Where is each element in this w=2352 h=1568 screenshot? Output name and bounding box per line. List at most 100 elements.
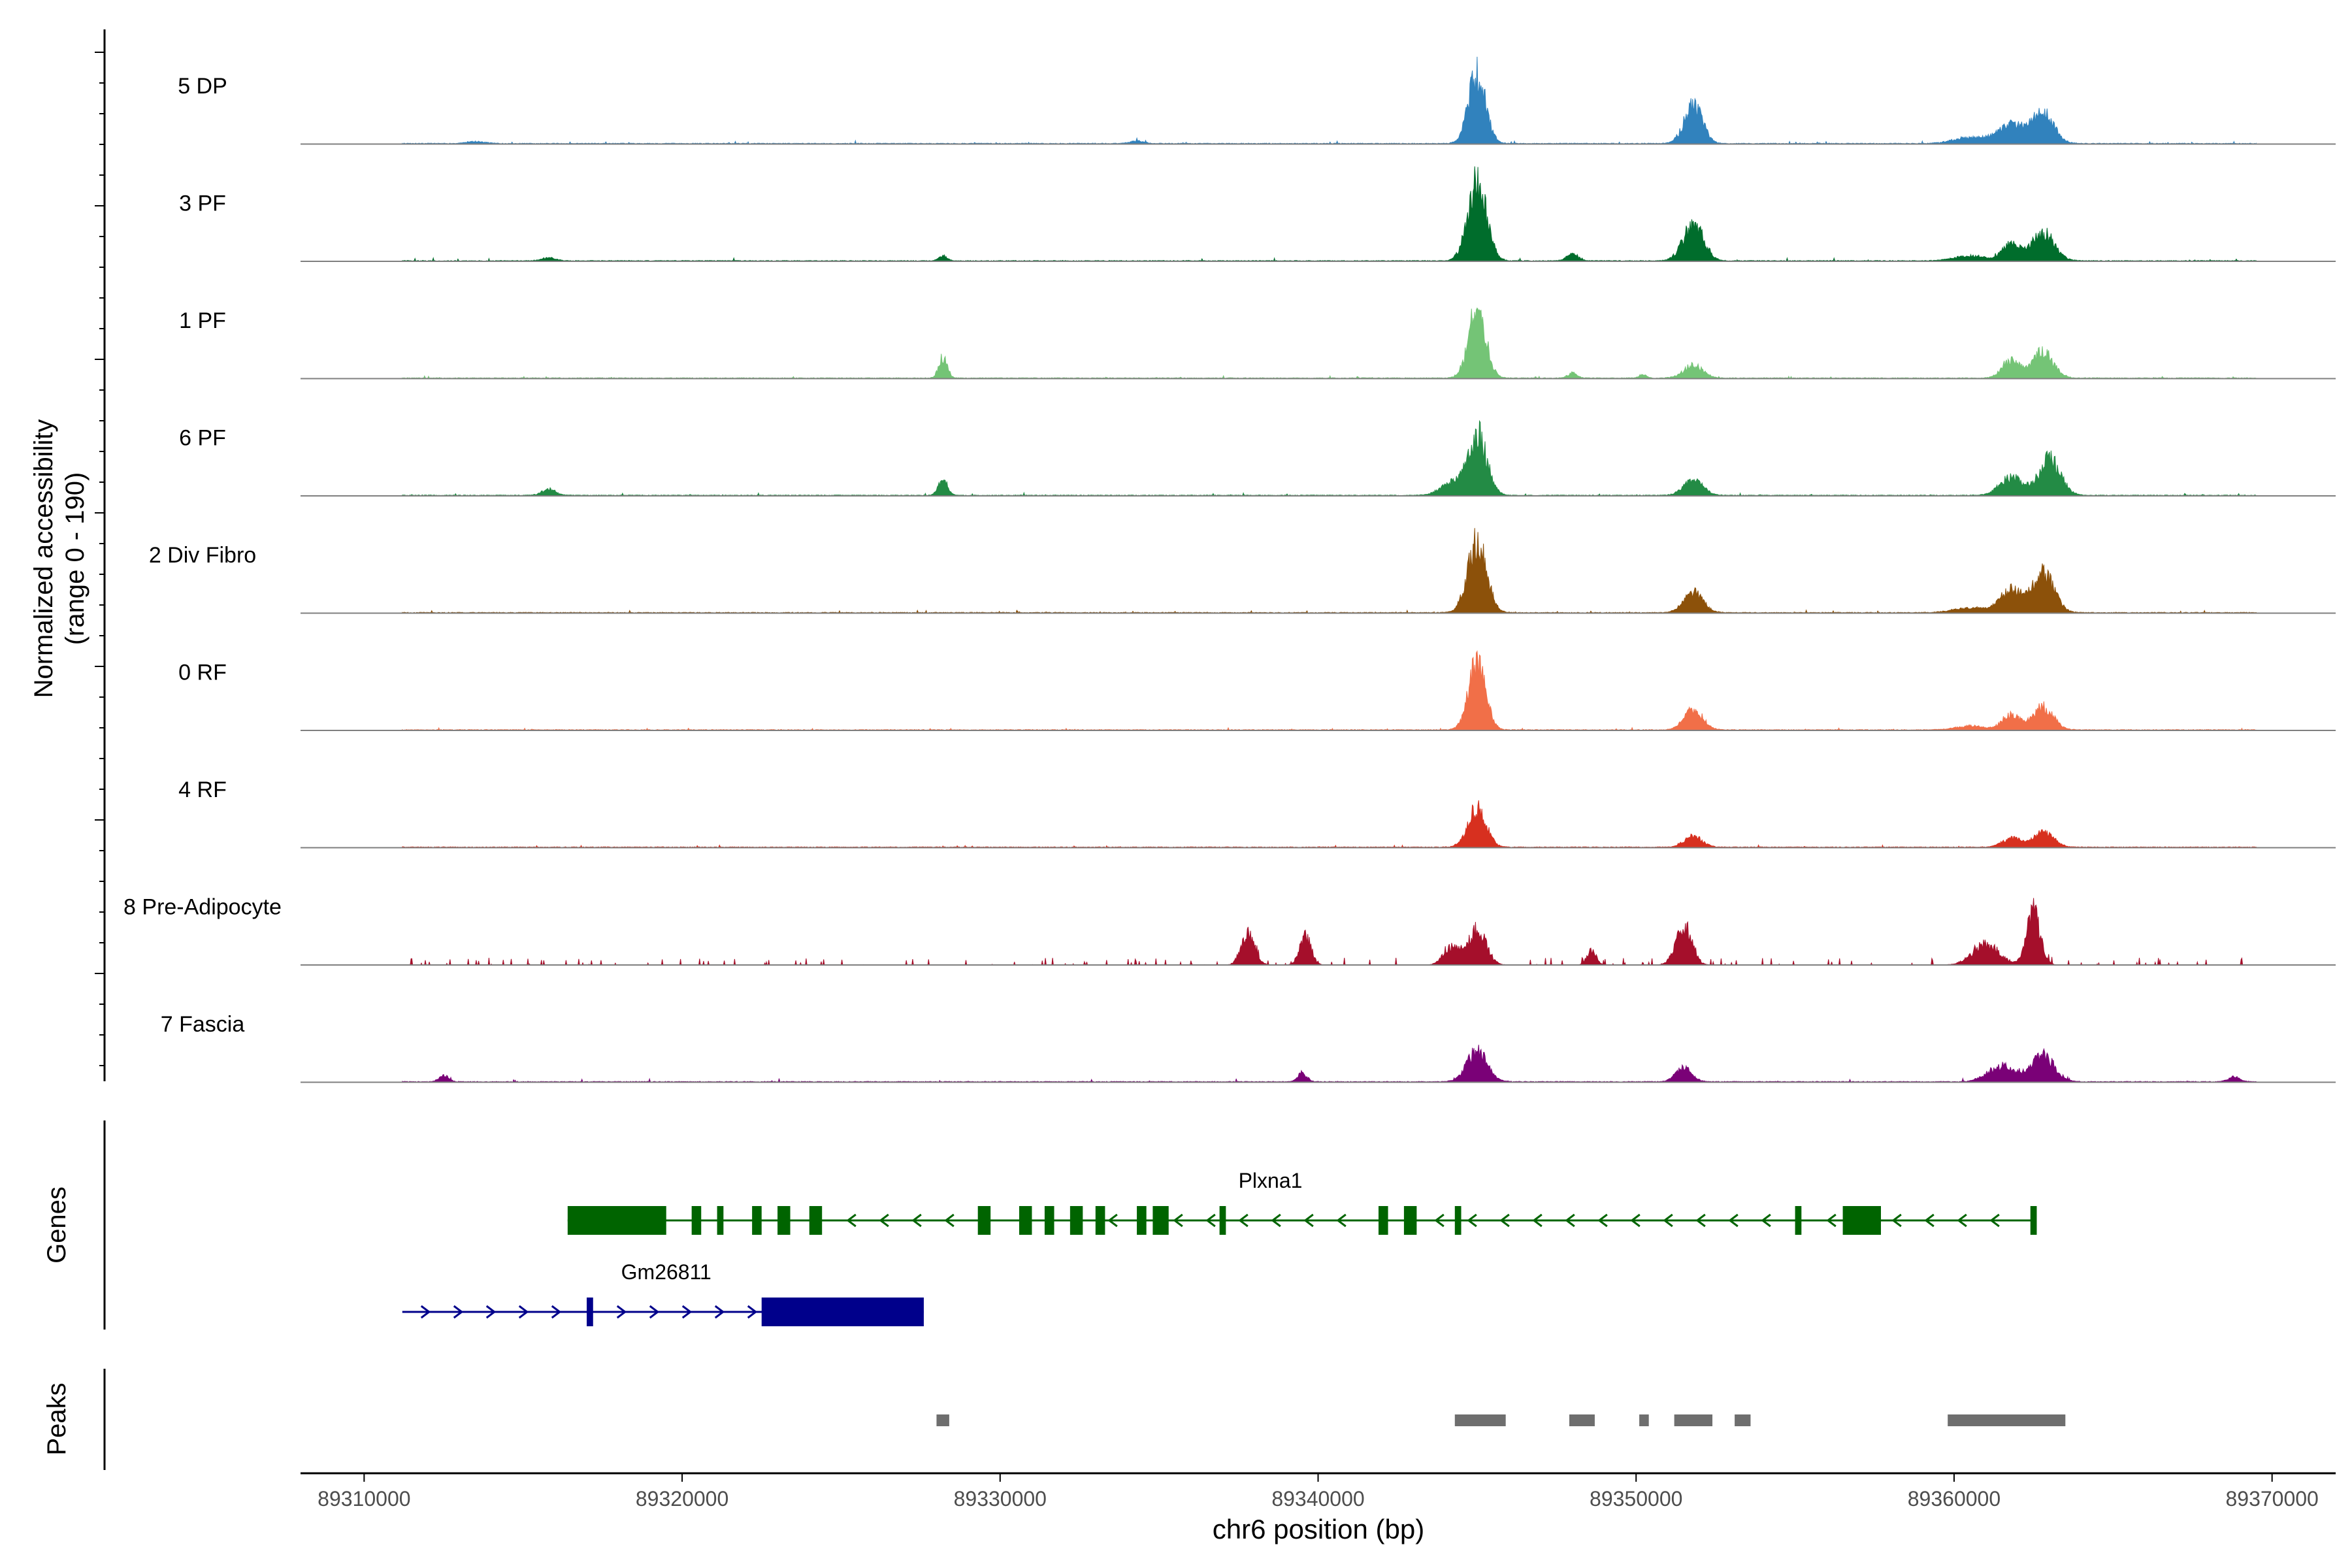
track-4: 6 PF [179,419,2336,497]
track-label: 1 PF [179,308,226,333]
strand-arrow [1891,1213,1902,1228]
track-3: 1 PF [179,307,2336,380]
gene-exon [752,1206,762,1235]
gene-gm26811: Gm26811 [402,1260,924,1326]
gene-plxna1: Plxna1 [567,1169,2037,1235]
strand-arrow [1761,1213,1771,1228]
strand-arrow [944,1213,955,1228]
strand-arrow [616,1305,627,1319]
gene-annotations: Plxna1 Gm26811 [402,1169,2037,1326]
peaks-panel-label: Peaks [42,1382,71,1455]
gene-exon [1403,1206,1417,1235]
strand-arrow [453,1305,464,1319]
strand-arrow [1663,1213,1673,1228]
track-label: 4 RF [178,777,227,802]
track-label: 8 Pre-Adipocyte [123,895,282,920]
x-tick-label: 89350000 [1590,1487,1682,1511]
strand-arrow [649,1305,660,1319]
gene-label: Gm26811 [621,1260,711,1284]
strand-arrow [1924,1213,1935,1228]
gene-exon [1095,1206,1105,1235]
strand-arrow [1989,1213,2000,1228]
strand-arrow [1173,1213,1183,1228]
strand-arrow [846,1213,857,1228]
gene-exon [1454,1206,1462,1235]
genes-panel-label: Genes [42,1186,71,1264]
coverage-tracks: 5 DP 3 PF 1 PF 6 PF 2 Div Fibro 0 RF 4 RF 8 Pre… [123,56,2336,1083]
strand-arrow [1826,1213,1837,1228]
strand-arrow [747,1305,758,1319]
track-9: 7 Fascia [161,1012,2336,1083]
strand-arrow [1434,1213,1445,1228]
strand-arrow [1728,1213,1739,1228]
strand-arrow [485,1305,497,1319]
gene-exon [1070,1206,1083,1235]
strand-arrow [1336,1213,1347,1228]
track-signal [402,307,2257,379]
gene-exon [1137,1206,1147,1235]
peak-region [1735,1414,1751,1426]
gene-exon [1152,1206,1169,1235]
x-axis-title: chr6 position (bp) [1213,1514,1425,1544]
peak-regions [936,1414,2066,1426]
strand-arrow [1303,1213,1314,1228]
gene-exon [1842,1206,1881,1235]
strand-arrow [1597,1213,1608,1228]
track-label: 7 Fascia [161,1012,245,1037]
strand-arrow [714,1305,725,1319]
x-tick-label: 89330000 [954,1487,1047,1511]
strand-arrow [1695,1213,1706,1228]
strand-arrow [681,1305,693,1319]
peak-region [1569,1414,1595,1426]
track-2: 3 PF [179,166,2336,262]
strand-arrow [1532,1213,1543,1228]
strand-arrow [1565,1213,1575,1228]
gene-exon [761,1298,924,1326]
track-signal [402,166,2257,262]
gene-exon [2030,1206,2037,1235]
gene-exon [567,1206,666,1235]
gene-exon [587,1298,593,1326]
track-label: 6 PF [179,426,226,451]
coverage-y-ticks [95,52,105,1066]
strand-arrow [1467,1213,1477,1228]
strand-arrow [1107,1213,1118,1228]
track-label: 2 Div Fibro [149,543,256,568]
peak-region [1454,1414,1506,1426]
peak-region [1948,1414,2066,1426]
track-7: 4 RF [178,777,2336,849]
strand-arrow [1271,1213,1281,1228]
y-axis-title-line1: Normalized accessibility [29,419,58,698]
gene-exon [1795,1206,1802,1235]
gene-exon [1219,1206,1226,1235]
strand-arrow [420,1305,431,1319]
x-axis-ticks: 89310000 89320000 89330000 89340000 89350000… [318,1473,2319,1511]
track-label: 5 DP [178,74,227,99]
x-tick-label: 89340000 [1271,1487,1364,1511]
strand-arrow [1499,1213,1510,1228]
x-tick-label: 89360000 [1908,1487,2001,1511]
peak-region [1674,1414,1713,1426]
gene-exon [1019,1206,1032,1235]
x-tick-label: 89320000 [636,1487,728,1511]
track-6: 0 RF [178,650,2336,731]
strand-arrow [1630,1213,1641,1228]
x-tick-label: 89310000 [318,1487,410,1511]
gene-exon [1378,1206,1388,1235]
x-tick-label: 89370000 [2225,1487,2318,1511]
peak-region [936,1414,949,1426]
strand-arrow [518,1305,529,1319]
track-label: 3 PF [179,191,226,216]
gene-exon [691,1206,702,1235]
strand-arrow [879,1213,889,1228]
track-label: 0 RF [178,661,227,685]
strand-arrow [1238,1213,1249,1228]
gene-label: Plxna1 [1239,1169,1303,1192]
strand-arrow [551,1305,562,1319]
y-axis-title-line2: (range 0 - 190) [61,472,90,645]
peak-region [1639,1414,1649,1426]
gene-exon [977,1206,991,1235]
gene-exon [717,1206,724,1235]
track-5: 2 Div Fibro [149,528,2336,614]
